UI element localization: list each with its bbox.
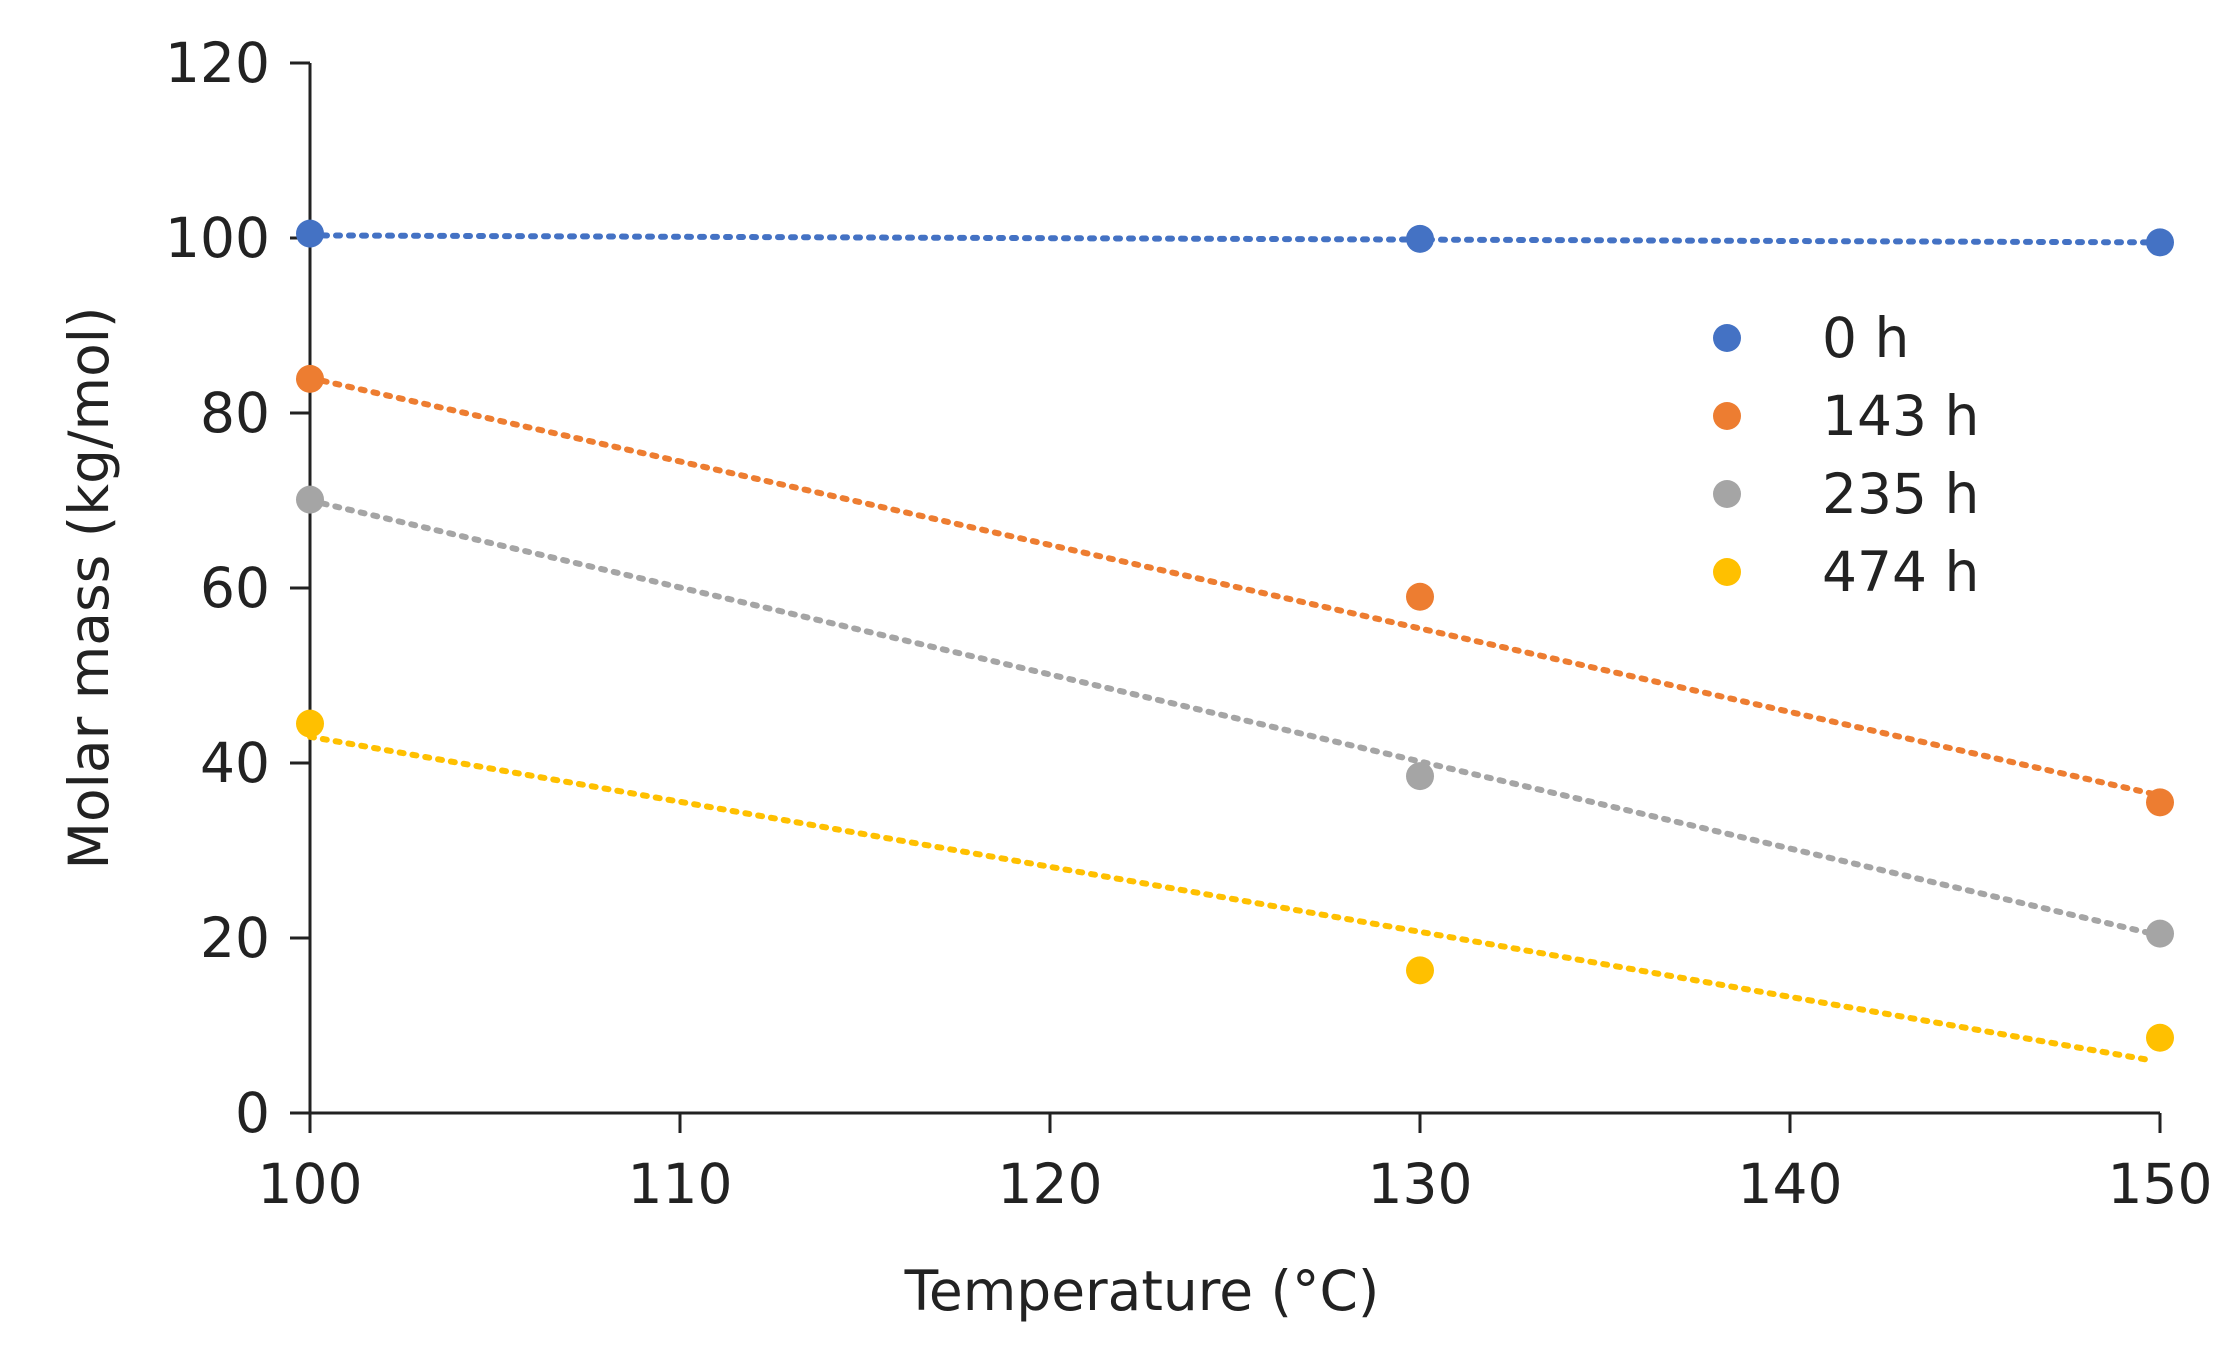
y-axis-title: Molar mass (kg/mol) — [57, 307, 121, 870]
data-point-143h-100 — [296, 364, 324, 393]
trendline-143h — [307, 375, 2155, 797]
y-tick-label: 60 — [200, 556, 270, 620]
data-point-0h-150 — [2146, 228, 2174, 257]
data-point-474h-150 — [2146, 1023, 2174, 1052]
data-point-235h-150 — [2146, 919, 2174, 948]
x-tick-label: 100 — [258, 1152, 363, 1216]
trendline-474h — [307, 733, 2155, 1064]
legend-marker — [1713, 480, 1741, 508]
data-point-0h-100 — [296, 219, 324, 248]
legend-label: 143 h — [1822, 384, 1979, 448]
x-tick-label: 130 — [1368, 1152, 1473, 1216]
y-tick-label: 0 — [235, 1081, 270, 1145]
data-point-474h-130 — [1406, 956, 1434, 985]
y-tick-label: 20 — [200, 906, 270, 970]
x-axis-title: Temperature (°C) — [904, 1259, 1380, 1323]
legend-label: 235 h — [1822, 462, 1979, 526]
x-tick-label: 120 — [998, 1152, 1103, 1216]
trendline-235h — [307, 497, 2155, 937]
x-tick-label: 110 — [628, 1152, 733, 1216]
data-point-0h-130 — [1406, 224, 1434, 253]
legend-label: 474 h — [1822, 540, 1979, 604]
y-axis-ticks: 0 20 40 60 80 100 120 — [165, 31, 310, 1145]
legend-marker — [1713, 402, 1741, 430]
y-tick-label: 40 — [200, 731, 270, 795]
y-tick-label: 120 — [165, 31, 270, 95]
y-tick-label: 100 — [165, 206, 270, 270]
legend: 0 h 143 h 235 h 474 h — [1713, 306, 1979, 604]
x-axis-ticks: 100 110 120 130 140 150 — [258, 1113, 2213, 1216]
data-point-143h-150 — [2146, 788, 2174, 817]
y-tick-label: 80 — [200, 381, 270, 445]
legend-marker — [1713, 558, 1741, 586]
legend-label: 0 h — [1822, 306, 1909, 370]
data-point-235h-100 — [296, 485, 324, 514]
trendlines — [307, 232, 2155, 1064]
trendline-0h — [307, 232, 2155, 246]
x-tick-label: 150 — [2108, 1152, 2213, 1216]
data-point-235h-130 — [1406, 762, 1434, 791]
data-point-474h-100 — [296, 709, 324, 738]
data-point-143h-130 — [1406, 582, 1434, 611]
data-points — [296, 219, 2174, 1052]
legend-marker — [1713, 324, 1741, 352]
x-tick-label: 140 — [1738, 1152, 1843, 1216]
